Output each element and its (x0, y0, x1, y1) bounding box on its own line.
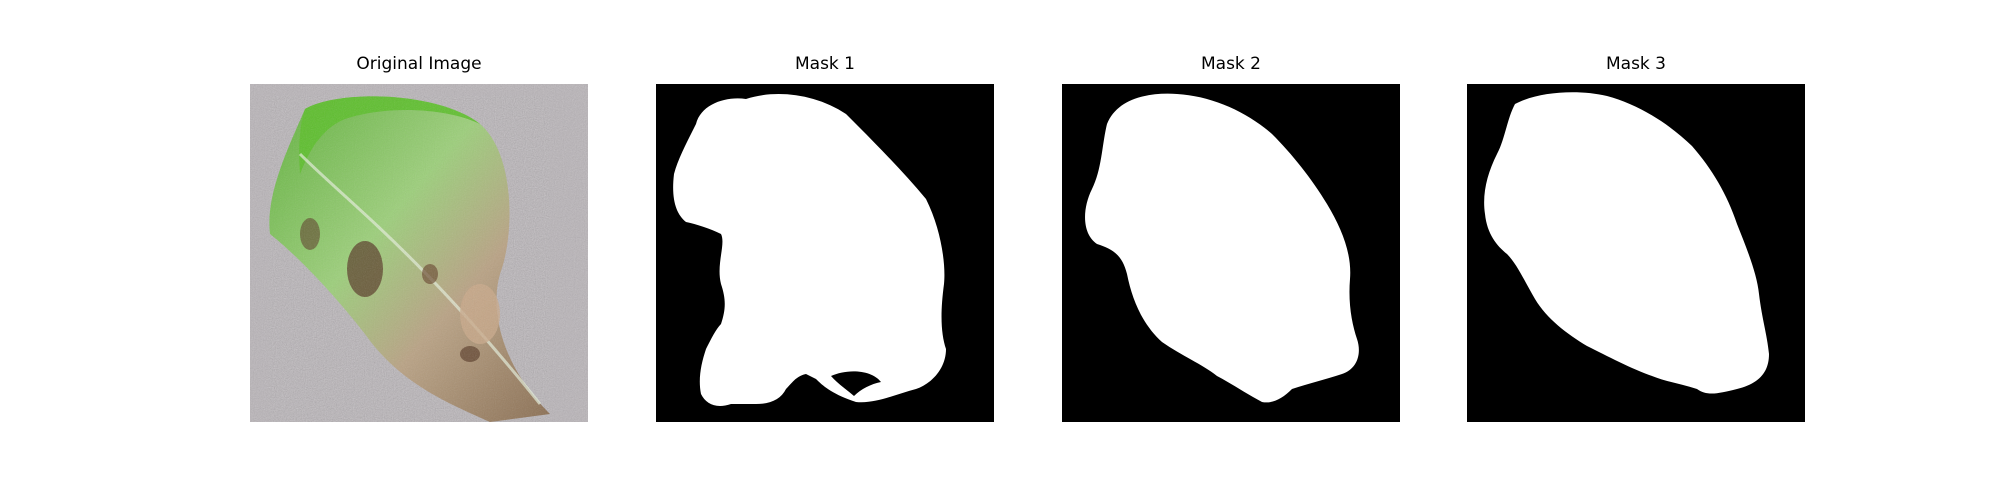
mask-3-shape (1467, 84, 1805, 422)
mask-2-shape (1062, 84, 1400, 422)
mask-2-image (1062, 84, 1400, 422)
original-image (250, 84, 588, 422)
mask-3-image (1467, 84, 1805, 422)
mask-1-image (656, 84, 994, 422)
panel-title-mask-3: Mask 3 (1605, 54, 1666, 74)
panel-title-original-image: Original Image (356, 54, 482, 74)
mask-1-shape (656, 84, 994, 422)
panel-title-mask-2: Mask 2 (1200, 54, 1261, 74)
leaf-photo (250, 84, 588, 422)
panel-title-mask-1: Mask 1 (794, 54, 855, 74)
